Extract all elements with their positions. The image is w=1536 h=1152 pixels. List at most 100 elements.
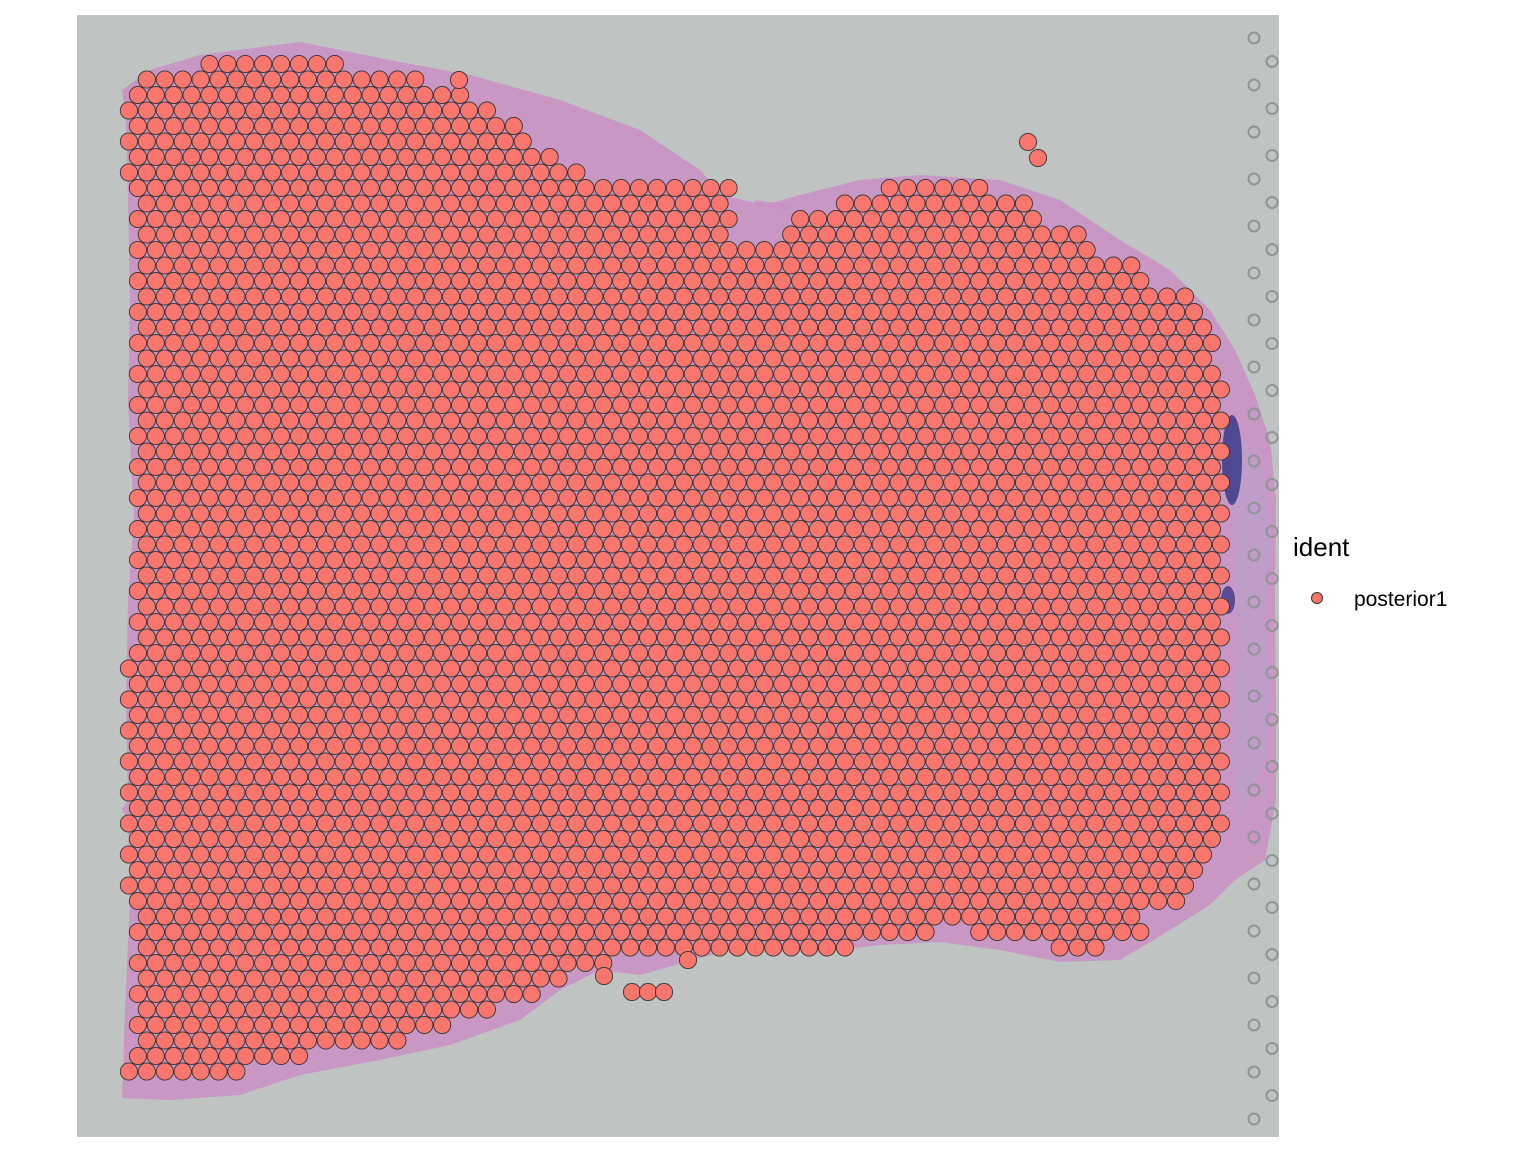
spot (1131, 736, 1150, 756)
spot (934, 674, 953, 694)
spot (209, 752, 228, 771)
spot (1095, 860, 1114, 880)
spot (549, 287, 568, 306)
spot (692, 380, 711, 399)
spot (621, 659, 640, 678)
spot (826, 519, 846, 539)
spot (433, 798, 452, 818)
spot (692, 814, 711, 833)
spot (245, 783, 264, 802)
spot (558, 736, 577, 756)
spot (1014, 287, 1033, 306)
spot (988, 457, 1007, 477)
spot (343, 1015, 362, 1035)
spot (325, 519, 344, 539)
spot (272, 147, 291, 167)
spot (943, 256, 962, 275)
spot (281, 442, 300, 461)
spot (817, 256, 837, 275)
spot (988, 240, 1007, 260)
spot (245, 969, 264, 988)
spot (236, 736, 255, 756)
spot (164, 457, 183, 477)
spot (916, 891, 935, 911)
spot (826, 767, 846, 787)
spot (227, 318, 246, 337)
spot (567, 690, 586, 709)
spot (424, 814, 443, 833)
spot (227, 876, 246, 895)
spot (1193, 814, 1213, 833)
spot (943, 783, 962, 802)
spot (477, 938, 496, 957)
spot (397, 116, 416, 136)
spot (254, 860, 273, 880)
spot (137, 628, 156, 647)
spot (397, 612, 416, 632)
spot (227, 1000, 246, 1019)
spot (1122, 907, 1141, 926)
spot (209, 411, 228, 430)
spot (1014, 814, 1033, 833)
spot (209, 349, 228, 368)
spot (128, 953, 147, 973)
spot (415, 860, 434, 880)
spot (925, 225, 944, 244)
spot (1122, 566, 1141, 585)
spot (701, 674, 720, 694)
spot (621, 411, 640, 430)
spot (361, 860, 380, 880)
spot (406, 969, 425, 988)
spot (182, 302, 201, 322)
spot (415, 674, 434, 694)
spot (871, 721, 890, 740)
spot (397, 984, 416, 1004)
spot (200, 643, 219, 663)
spot (737, 798, 756, 818)
spot (746, 938, 765, 957)
spot (755, 674, 774, 694)
spot (245, 442, 264, 461)
spot (218, 736, 237, 756)
spot (746, 690, 765, 709)
spot (495, 566, 514, 585)
spot (442, 256, 461, 275)
spot (334, 1031, 353, 1050)
spot (1113, 426, 1132, 446)
spot (155, 597, 174, 616)
spot (316, 473, 335, 492)
spot (916, 209, 935, 229)
spot (603, 225, 622, 244)
spot (1140, 504, 1159, 523)
spot (1023, 364, 1042, 384)
spot (307, 891, 326, 911)
spot (549, 504, 568, 523)
spot (254, 178, 273, 198)
spot (263, 70, 282, 89)
spot (191, 225, 210, 244)
spot (844, 302, 863, 322)
spot (433, 674, 452, 694)
spot (433, 333, 452, 353)
spot (1202, 674, 1221, 694)
spot (791, 581, 810, 601)
spot (227, 256, 246, 275)
spot (1041, 581, 1060, 601)
spot (182, 240, 201, 260)
spot (513, 194, 532, 213)
spot (218, 643, 237, 663)
spot (397, 891, 416, 911)
spot (844, 271, 863, 291)
spot (603, 504, 622, 523)
spot (1005, 488, 1025, 508)
spot (137, 752, 156, 771)
spot (988, 426, 1007, 446)
spot (1131, 891, 1150, 911)
spot (925, 628, 944, 647)
fiducial-ring (1265, 807, 1279, 820)
spot (782, 287, 801, 306)
spot (272, 519, 291, 539)
spot (1086, 938, 1105, 957)
spot (468, 829, 488, 849)
spot (692, 535, 711, 554)
